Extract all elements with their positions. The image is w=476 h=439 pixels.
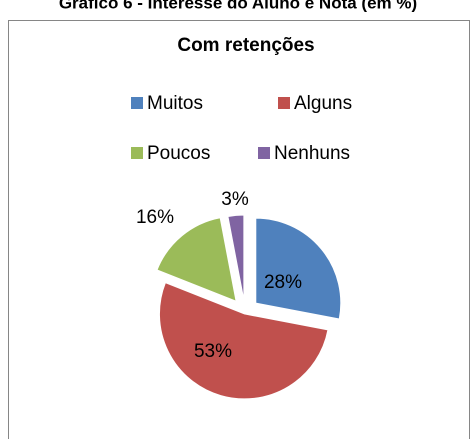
pie-slice [158,281,329,400]
data-label: 53% [194,341,232,362]
legend-swatch [278,97,290,109]
legend-label: Muitos [147,93,203,114]
legend-swatch [131,147,143,159]
caption: Gráfico 6 - Interesse do Aluno e Nota (e… [59,0,417,12]
legend-label: Alguns [294,93,352,114]
pie-slice [156,217,237,303]
legend-swatch [258,147,270,159]
chart-title: Com retenções [177,35,314,56]
pie-slice [255,217,342,320]
pie-slice [227,214,245,301]
legend-label: Poucos [147,143,210,164]
legend-label: Nenhuns [274,143,350,164]
data-label: 28% [264,272,302,293]
data-label: 16% [136,207,174,228]
data-label: 3% [221,189,249,210]
legend-swatch [131,97,143,109]
